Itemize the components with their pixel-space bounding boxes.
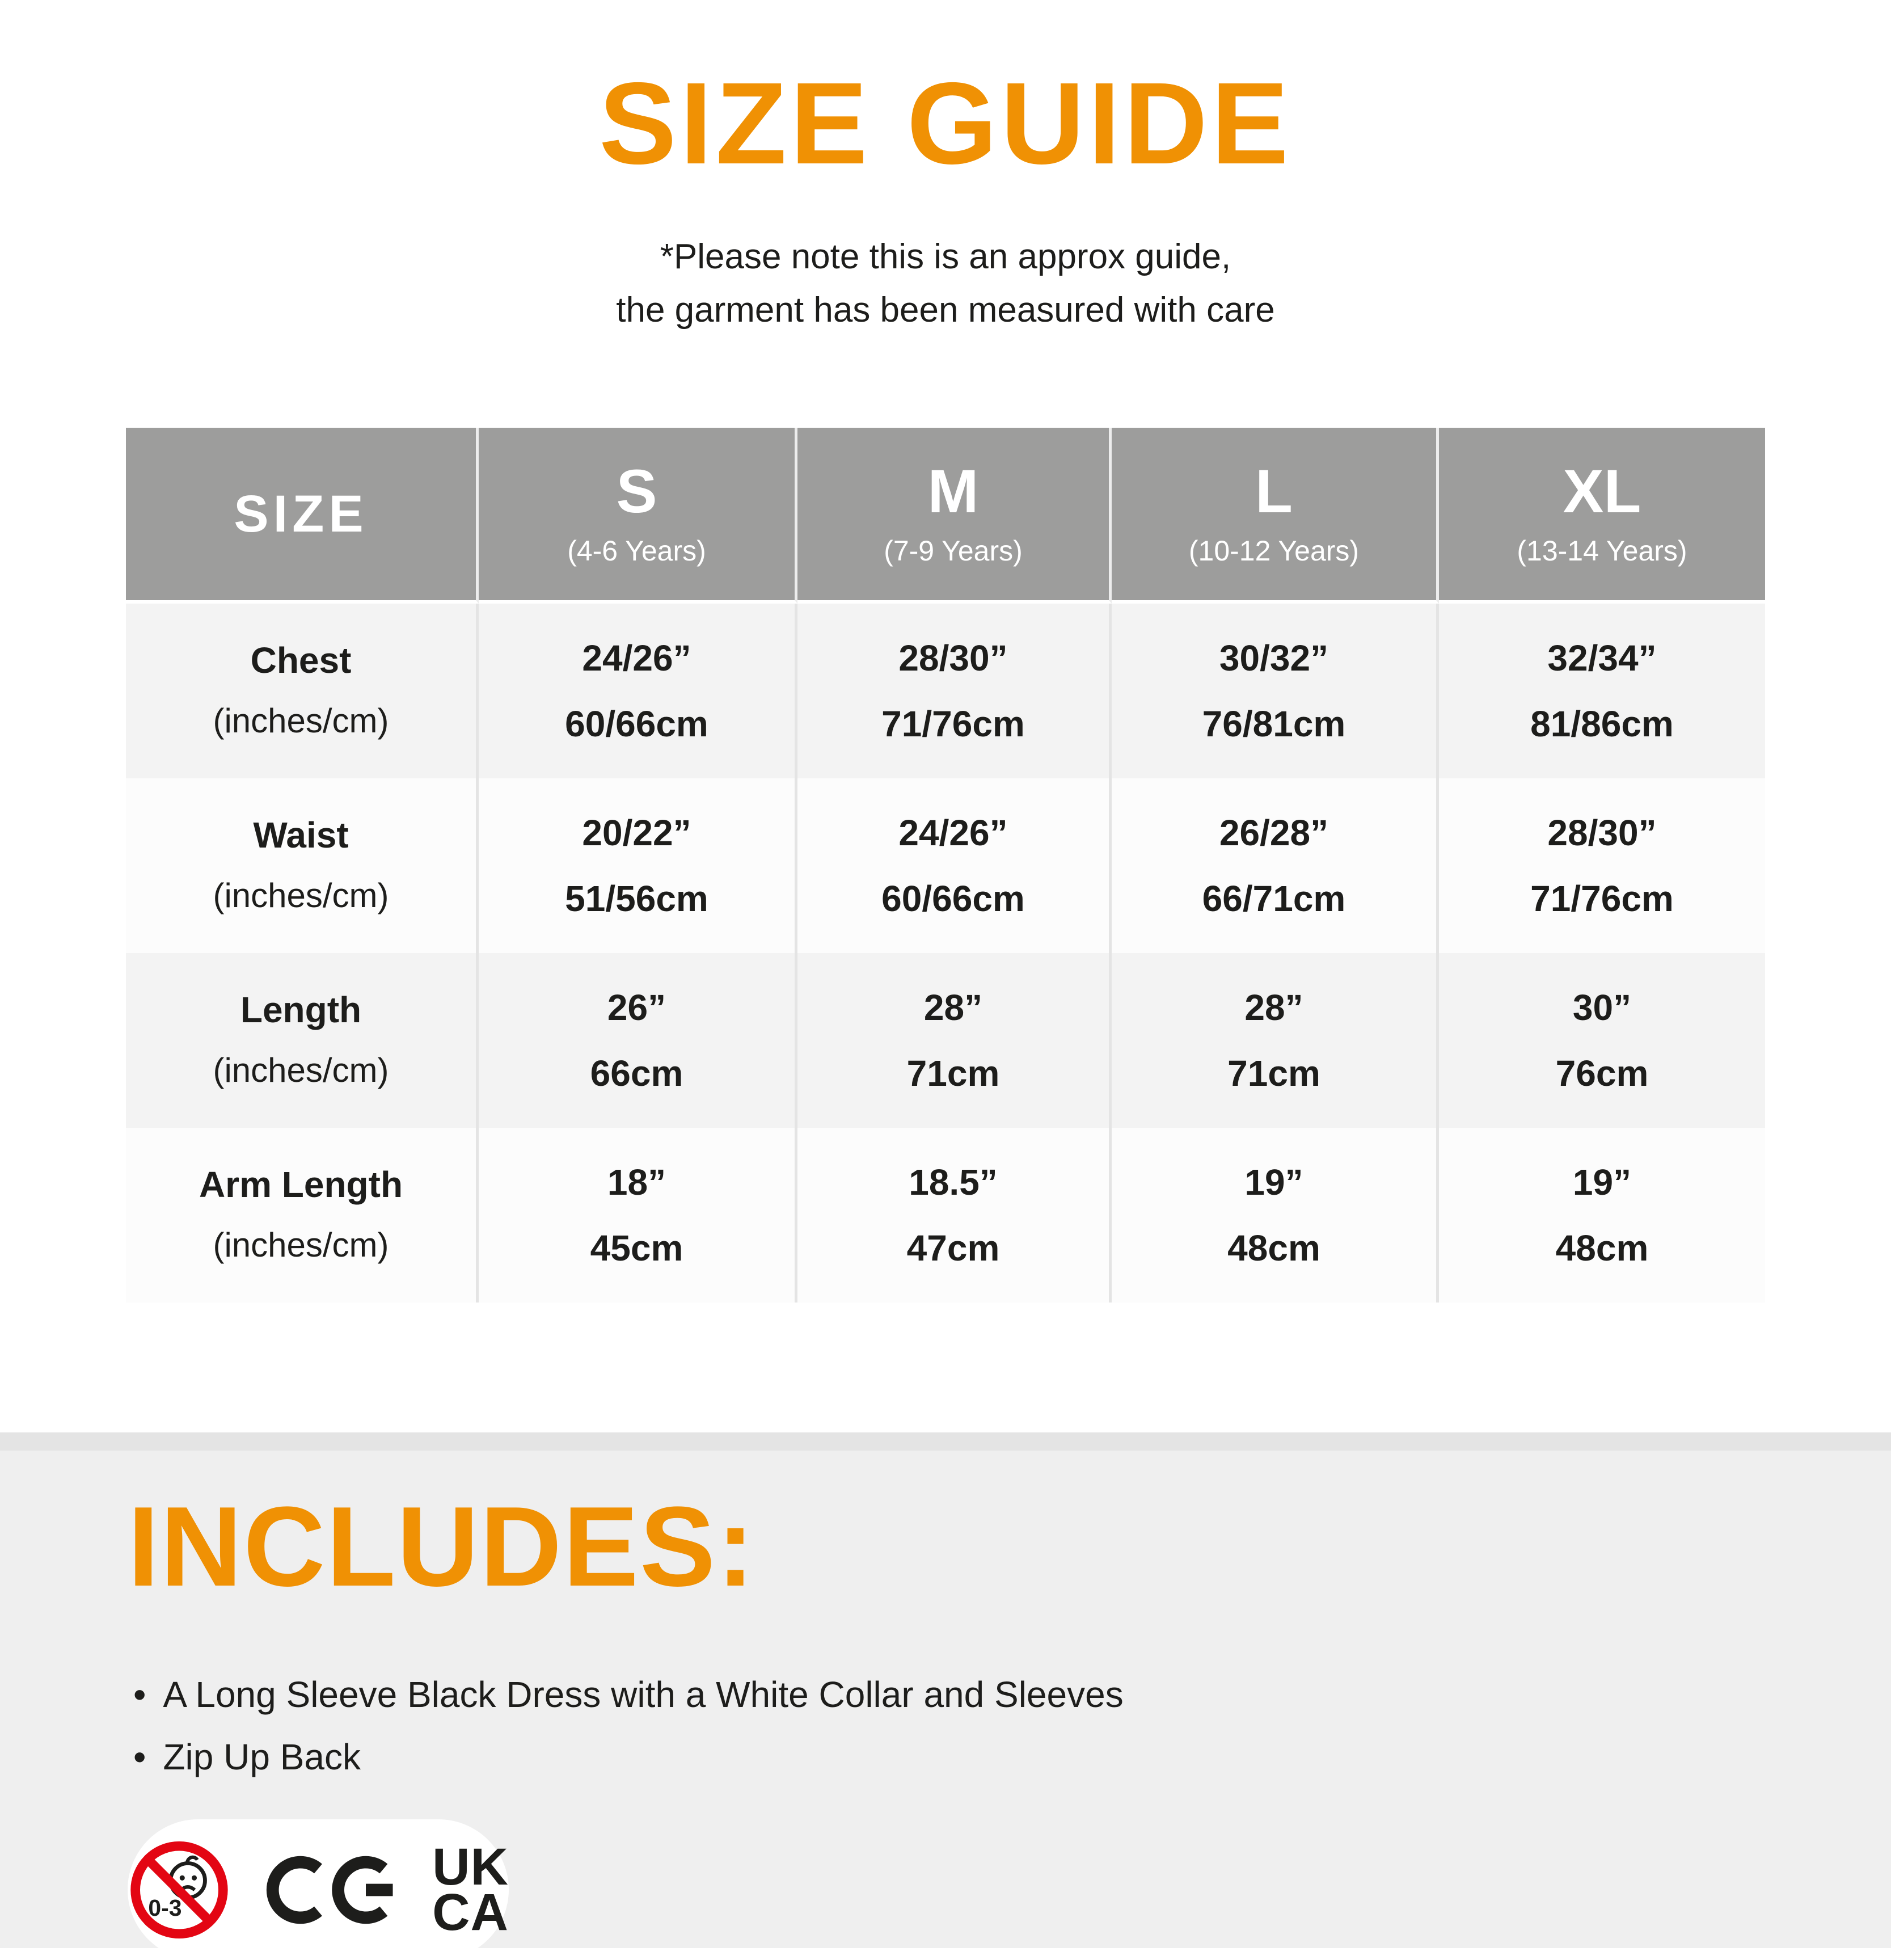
measurement-units: (inches/cm) <box>213 1225 389 1264</box>
cell-chest-m: 28/30” 71/76cm <box>797 604 1112 778</box>
value-inches: 30/32” <box>1219 638 1329 678</box>
value-inches: 28/30” <box>1547 812 1657 853</box>
column-header-l: L (10-12 Years) <box>1112 428 1439 604</box>
row-label-arm-length: Arm Length (inches/cm) <box>126 1128 479 1303</box>
measurement-units: (inches/cm) <box>213 1051 389 1089</box>
ukca-mark-icon: UK CA <box>432 1838 509 1941</box>
value-cm: 66cm <box>590 1053 683 1094</box>
ukca-line-1: UK <box>432 1838 509 1896</box>
size-header-label: SIZE <box>234 484 368 543</box>
cell-arm-length-m: 18.5” 47cm <box>797 1128 1112 1303</box>
column-header-s: S (4-6 Years) <box>479 428 797 604</box>
includes-item: • A Long Sleeve Black Dress with a White … <box>133 1663 1891 1726</box>
cell-chest-l: 30/32” 76/81cm <box>1112 604 1439 778</box>
value-inches: 28” <box>1244 987 1303 1028</box>
cell-waist-m: 24/26” 60/66cm <box>797 778 1112 953</box>
ce-mark-icon <box>266 1856 393 1924</box>
cell-length-m: 28” 71cm <box>797 953 1112 1128</box>
value-inches: 30” <box>1572 987 1632 1028</box>
cell-length-s: 26” 66cm <box>479 953 797 1128</box>
value-cm: 48cm <box>1555 1228 1649 1268</box>
value-cm: 71/76cm <box>881 703 1025 744</box>
value-inches: 28/30” <box>898 638 1008 678</box>
cell-waist-l: 26/28” 66/71cm <box>1112 778 1439 953</box>
cell-arm-length-s: 18” 45cm <box>479 1128 797 1303</box>
value-inches: 26” <box>607 987 666 1028</box>
size-table: SIZE S (4-6 Years) M (7-9 Years) L (10-12 Year… <box>126 428 1765 1303</box>
value-inches: 28” <box>923 987 983 1028</box>
age-warning-0-3-icon: 0-3 <box>130 1841 228 1938</box>
measurement-name: Length <box>240 989 362 1030</box>
subtitle-line-2: the garment has been measured with care <box>616 290 1275 330</box>
value-inches: 18.5” <box>909 1162 998 1203</box>
value-cm: 48cm <box>1227 1228 1320 1268</box>
column-header-size: SIZE <box>126 428 479 604</box>
includes-item: • Zip Up Back <box>133 1726 1891 1788</box>
cell-arm-length-l: 19” 48cm <box>1112 1128 1439 1303</box>
value-inches: 18” <box>607 1162 666 1203</box>
value-inches: 24/26” <box>582 638 691 678</box>
subtitle: *Please note this is an approx guide, th… <box>0 230 1891 337</box>
measurement-units: (inches/cm) <box>213 876 389 914</box>
certification-badges: 0-3 UK CA <box>128 1819 509 1960</box>
value-cm: 76cm <box>1555 1053 1649 1094</box>
value-cm: 71cm <box>1227 1053 1320 1094</box>
measurement-name: Arm Length <box>199 1164 403 1205</box>
measurement-name: Waist <box>253 814 349 855</box>
includes-item-text: A Long Sleeve Black Dress with a White C… <box>163 1674 1124 1715</box>
bullet-icon: • <box>133 1736 146 1777</box>
column-label: XL <box>1563 457 1641 525</box>
cell-waist-xl: 28/30” 71/76cm <box>1439 778 1765 953</box>
value-cm: 81/86cm <box>1530 703 1674 744</box>
age-warning-label: 0-3 <box>148 1894 181 1920</box>
cell-chest-xl: 32/34” 81/86cm <box>1439 604 1765 778</box>
value-inches: 24/26” <box>898 812 1008 853</box>
value-cm: 47cm <box>906 1228 1000 1268</box>
column-label: L <box>1255 457 1293 525</box>
page-title: SIZE GUIDE <box>599 58 1292 188</box>
includes-list: • A Long Sleeve Black Dress with a White … <box>133 1663 1891 1788</box>
cell-length-l: 28” 71cm <box>1112 953 1439 1128</box>
cell-waist-s: 20/22” 51/56cm <box>479 778 797 953</box>
value-inches: 19” <box>1572 1162 1632 1203</box>
bullet-icon: • <box>133 1674 146 1715</box>
row-label-length: Length (inches/cm) <box>126 953 479 1128</box>
value-cm: 60/66cm <box>565 703 708 744</box>
cell-length-xl: 30” 76cm <box>1439 953 1765 1128</box>
measurement-name: Chest <box>250 639 352 681</box>
column-age-range: (10-12 Years) <box>1188 535 1360 567</box>
column-label: M <box>927 457 979 525</box>
column-label: S <box>616 457 657 525</box>
subtitle-line-1: *Please note this is an approx guide, <box>660 237 1231 276</box>
value-inches: 19” <box>1244 1162 1303 1203</box>
measurement-units: (inches/cm) <box>213 701 389 740</box>
value-cm: 71cm <box>906 1053 1000 1094</box>
column-header-xl: XL (13-14 Years) <box>1439 428 1765 604</box>
value-inches: 20/22” <box>582 812 691 853</box>
value-inches: 32/34” <box>1547 638 1657 678</box>
value-cm: 45cm <box>590 1228 683 1268</box>
cell-arm-length-xl: 19” 48cm <box>1439 1128 1765 1303</box>
column-header-m: M (7-9 Years) <box>797 428 1112 604</box>
includes-heading: INCLUDES: <box>128 1483 755 1610</box>
row-label-chest: Chest (inches/cm) <box>126 604 479 778</box>
row-label-waist: Waist (inches/cm) <box>126 778 479 953</box>
value-cm: 51/56cm <box>565 878 708 919</box>
includes-item-text: Zip Up Back <box>163 1736 361 1777</box>
value-cm: 60/66cm <box>881 878 1025 919</box>
column-age-range: (7-9 Years) <box>884 535 1023 567</box>
cell-chest-s: 24/26” 60/66cm <box>479 604 797 778</box>
value-cm: 76/81cm <box>1202 703 1346 744</box>
ukca-line-2: CA <box>432 1883 509 1941</box>
column-age-range: (13-14 Years) <box>1517 535 1687 567</box>
value-cm: 71/76cm <box>1530 878 1674 919</box>
column-age-range: (4-6 Years) <box>567 535 706 567</box>
includes-section: INCLUDES: • A Long Sleeve Black Dress wit… <box>0 1432 1891 1960</box>
value-cm: 66/71cm <box>1202 878 1346 919</box>
value-inches: 26/28” <box>1219 812 1329 853</box>
